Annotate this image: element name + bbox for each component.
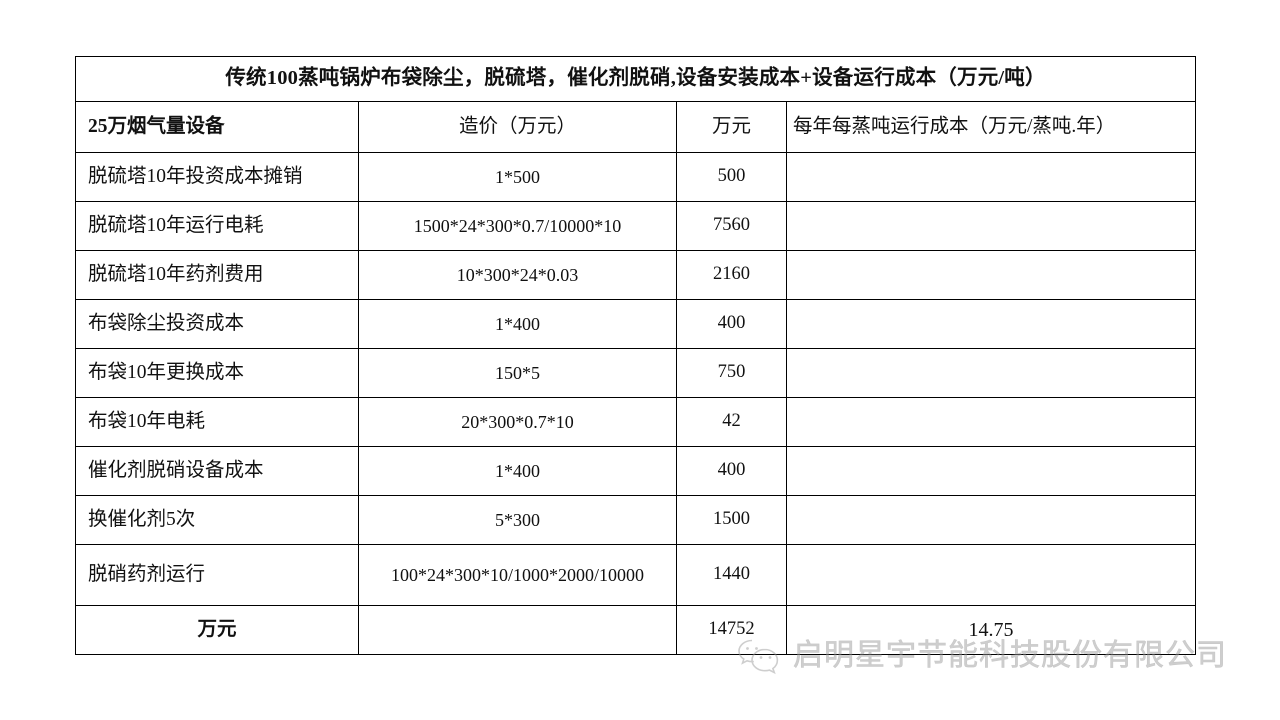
row-formula: 1500*24*300*0.7/10000*10 bbox=[358, 201, 677, 251]
table-row: 脱硝药剂运行 100*24*300*10/1000*2000/10000 144… bbox=[75, 544, 1197, 606]
row-formula: 20*300*0.7*10 bbox=[358, 397, 677, 447]
table-row: 脱硫塔10年运行电耗 1500*24*300*0.7/10000*10 7560 bbox=[75, 201, 1197, 251]
row-value: 1500 bbox=[676, 495, 787, 545]
total-running-cost: 14.75 bbox=[785, 605, 1197, 655]
cost-table-body: 传统100蒸吨锅炉布袋除尘，脱硫塔，催化剂脱硝,设备安装成本+设备运行成本（万元… bbox=[74, 56, 1197, 655]
table-row: 脱硫塔10年投资成本摊销 1*500 500 bbox=[75, 152, 1197, 202]
row-label: 脱硫塔10年运行电耗 bbox=[75, 201, 359, 251]
table-row: 催化剂脱硝设备成本 1*400 400 bbox=[75, 446, 1197, 496]
row-value: 400 bbox=[676, 299, 787, 349]
table-row: 换催化剂5次 5*300 1500 bbox=[75, 495, 1197, 545]
row-running-cost bbox=[785, 201, 1197, 251]
column-header-unit: 万元 bbox=[676, 101, 787, 153]
table-title: 传统100蒸吨锅炉布袋除尘，脱硫塔，催化剂脱硝,设备安装成本+设备运行成本（万元… bbox=[74, 56, 1197, 102]
row-formula: 150*5 bbox=[358, 348, 677, 398]
column-header-equipment: 25万烟气量设备 bbox=[75, 101, 359, 153]
table-total-row: 万元 14752 14.75 bbox=[75, 605, 1197, 655]
table-row: 脱硫塔10年药剂费用 10*300*24*0.03 2160 bbox=[75, 250, 1197, 300]
row-label: 脱硝药剂运行 bbox=[75, 544, 359, 606]
row-value: 500 bbox=[676, 152, 787, 202]
row-value: 750 bbox=[676, 348, 787, 398]
row-label: 催化剂脱硝设备成本 bbox=[75, 446, 359, 496]
row-label: 脱硫塔10年药剂费用 bbox=[75, 250, 359, 300]
cost-table: 传统100蒸吨锅炉布袋除尘，脱硫塔，催化剂脱硝,设备安装成本+设备运行成本（万元… bbox=[74, 56, 1197, 655]
row-running-cost bbox=[785, 495, 1197, 545]
row-running-cost bbox=[785, 250, 1197, 300]
row-formula: 5*300 bbox=[358, 495, 677, 545]
total-formula bbox=[358, 605, 677, 655]
table-row: 布袋10年电耗 20*300*0.7*10 42 bbox=[75, 397, 1197, 447]
row-value: 7560 bbox=[676, 201, 787, 251]
row-value: 42 bbox=[676, 397, 787, 447]
row-label: 布袋除尘投资成本 bbox=[75, 299, 359, 349]
row-formula: 1*400 bbox=[358, 299, 677, 349]
row-label: 布袋10年更换成本 bbox=[75, 348, 359, 398]
column-header-running-cost: 每年每蒸吨运行成本（万元/蒸吨.年） bbox=[785, 101, 1197, 153]
table-row: 布袋除尘投资成本 1*400 400 bbox=[75, 299, 1197, 349]
total-label: 万元 bbox=[75, 605, 359, 655]
row-running-cost bbox=[785, 299, 1197, 349]
row-value: 1440 bbox=[676, 544, 787, 606]
row-value: 400 bbox=[676, 446, 787, 496]
row-running-cost bbox=[785, 152, 1197, 202]
table-header-row: 25万烟气量设备 造价（万元） 万元 每年每蒸吨运行成本（万元/蒸吨.年） bbox=[75, 101, 1197, 153]
column-header-cost: 造价（万元） bbox=[358, 101, 677, 153]
row-formula: 10*300*24*0.03 bbox=[358, 250, 677, 300]
row-formula: 1*400 bbox=[358, 446, 677, 496]
row-label: 布袋10年电耗 bbox=[75, 397, 359, 447]
total-value: 14752 bbox=[676, 605, 787, 655]
row-running-cost bbox=[785, 397, 1197, 447]
cost-table-container: 传统100蒸吨锅炉布袋除尘，脱硫塔，催化剂脱硝,设备安装成本+设备运行成本（万元… bbox=[74, 56, 1197, 655]
row-running-cost bbox=[785, 544, 1197, 606]
row-running-cost bbox=[785, 348, 1197, 398]
row-value: 2160 bbox=[676, 250, 787, 300]
row-running-cost bbox=[785, 446, 1197, 496]
table-title-row: 传统100蒸吨锅炉布袋除尘，脱硫塔，催化剂脱硝,设备安装成本+设备运行成本（万元… bbox=[74, 56, 1197, 102]
row-label: 脱硫塔10年投资成本摊销 bbox=[75, 152, 359, 202]
table-row: 布袋10年更换成本 150*5 750 bbox=[75, 348, 1197, 398]
row-formula: 1*500 bbox=[358, 152, 677, 202]
row-label: 换催化剂5次 bbox=[75, 495, 359, 545]
row-formula: 100*24*300*10/1000*2000/10000 bbox=[358, 544, 677, 606]
